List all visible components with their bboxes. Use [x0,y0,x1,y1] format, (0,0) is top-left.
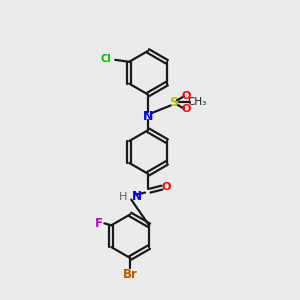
Text: Br: Br [123,268,138,281]
Text: O: O [161,182,170,192]
Text: Cl: Cl [101,54,112,64]
Text: N: N [132,190,142,203]
Text: N: N [143,110,153,123]
Text: S: S [169,96,178,109]
Text: O: O [182,104,191,114]
Text: F: F [94,217,102,230]
Text: O: O [182,91,191,100]
Text: H: H [119,192,127,202]
Text: CH₃: CH₃ [187,98,206,107]
